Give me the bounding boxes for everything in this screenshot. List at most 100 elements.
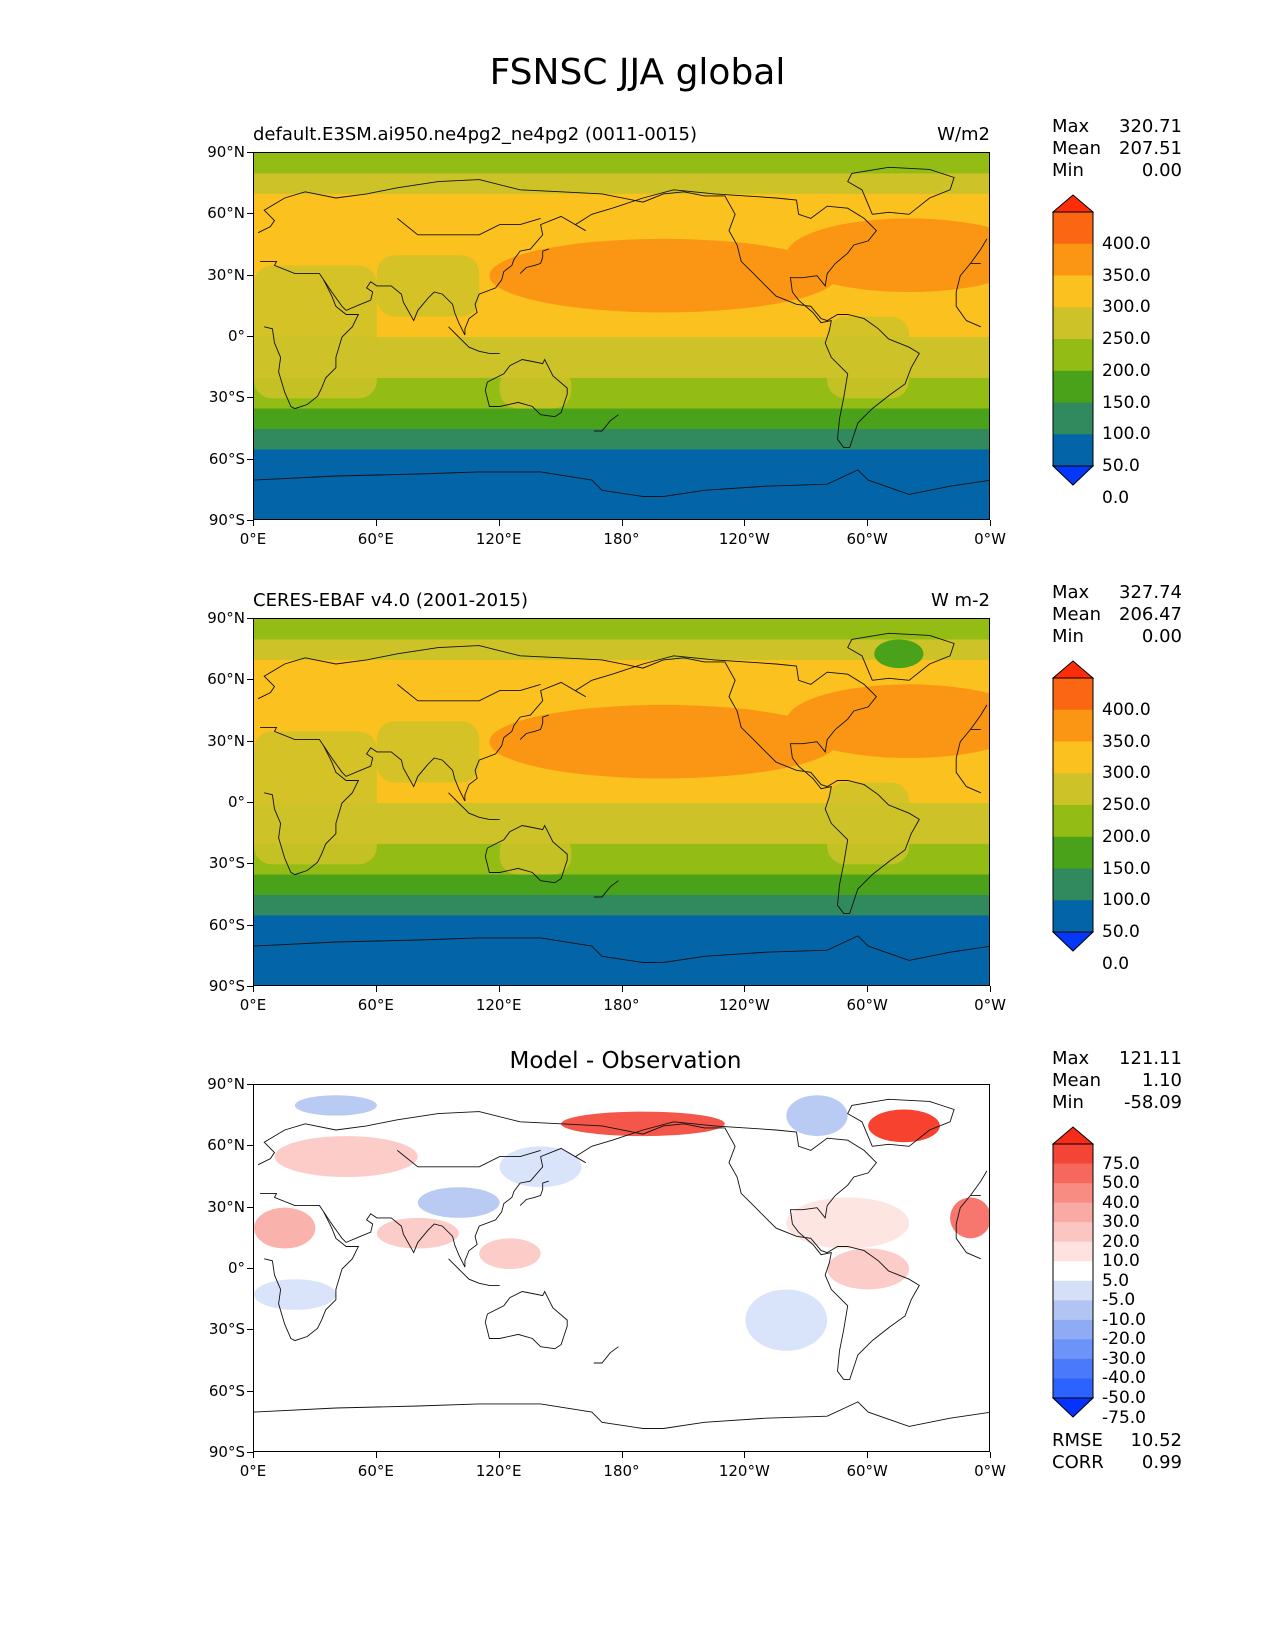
coastline: [264, 729, 981, 876]
coastline: [484, 358, 568, 418]
zonal-band: [254, 915, 989, 978]
y-tick-label: 30°S: [208, 854, 245, 873]
x-tick-label: 60°E: [357, 530, 394, 548]
colorbar-label: 30.0: [1102, 1212, 1140, 1233]
colorbar-label: 300.0: [1102, 297, 1151, 318]
colorbar-label: 5.0: [1102, 1270, 1130, 1291]
x-tick-label: 0°W: [974, 1462, 1006, 1480]
stat-label: Mean: [1052, 1070, 1102, 1091]
colorbar-segment: [1053, 678, 1093, 711]
x-tick-label: 60°W: [846, 530, 888, 548]
colorbar-label: 40.0: [1102, 1192, 1140, 1213]
x-tick-mark: [498, 1452, 500, 1458]
zonal-band: [254, 429, 989, 450]
colorbar-label: -5.0: [1102, 1290, 1136, 1311]
colorbar-label: 50.0: [1102, 922, 1140, 942]
y-tick-label: 90°S: [208, 1443, 245, 1461]
x-tick-label: 180°: [603, 996, 640, 1014]
colorbar-label: 50.0: [1102, 1173, 1140, 1194]
y-tick-label: 0°: [227, 793, 245, 811]
difference-region: [950, 1197, 989, 1239]
colorbar-segment: [1053, 741, 1093, 774]
zonal-band: [254, 153, 989, 174]
coastline: [448, 326, 500, 354]
panel-units: W m-2: [930, 590, 990, 611]
stat-label: Mean: [1052, 604, 1102, 625]
map-panel: [253, 1084, 990, 1452]
y-tick-label: 60°N: [207, 670, 245, 689]
ocean-maximum: [489, 238, 838, 313]
coastline: [593, 880, 619, 898]
colorbar-label: -10.0: [1102, 1309, 1146, 1330]
colorbar-label: 350.0: [1102, 265, 1151, 286]
difference-region: [254, 1279, 336, 1310]
coastline: [257, 1111, 988, 1380]
stats-box: Max 320.71 Mean 207.51 Min 0.00: [1052, 116, 1182, 182]
x-tick-mark: [253, 520, 254, 526]
x-tick-mark: [744, 1452, 746, 1458]
coastline: [264, 263, 981, 410]
y-tick-mark: [247, 1084, 253, 1085]
colorbar-segment: [1053, 709, 1093, 742]
y-tick-mark: [247, 458, 253, 460]
x-tick-label: 120°W: [718, 996, 770, 1014]
stats-row: Max 320.71: [1052, 116, 1182, 138]
coastline: [593, 414, 619, 432]
x-tick-mark: [253, 1452, 254, 1458]
difference-region: [376, 1217, 459, 1249]
colorbar-label: 150.0: [1102, 392, 1151, 413]
stat-value: 0.99: [1141, 1452, 1182, 1473]
colorbar-extend-min: [1052, 931, 1094, 952]
colorbar-label: 250.0: [1102, 795, 1151, 815]
x-tick-mark: [744, 520, 746, 526]
stats-row: Max 327.74: [1052, 582, 1182, 604]
land-patch: [827, 782, 910, 865]
stats-row: CORR 0.99: [1052, 1452, 1182, 1474]
stat-label: Min: [1052, 1092, 1084, 1113]
zonal-band: [254, 895, 989, 916]
colorbar-label: 200.0: [1102, 360, 1151, 381]
greenland-minimum: [874, 639, 924, 669]
coastline: [484, 824, 568, 884]
colorbar-segment: [1053, 1339, 1093, 1360]
x-tick-mark: [498, 986, 500, 992]
y-tick-label: 30°S: [208, 1320, 245, 1339]
land-patch: [376, 255, 480, 317]
stats-row: Max 121.11: [1052, 1048, 1182, 1070]
zonal-band: [254, 803, 989, 824]
panel-title: Model - Observation: [509, 1048, 742, 1074]
y-tick-mark: [247, 397, 253, 399]
x-tick-mark: [990, 520, 991, 526]
difference-region: [294, 1095, 377, 1116]
land-patch: [376, 721, 480, 783]
x-tick-label: 0°W: [974, 530, 1006, 548]
y-tick-label: 90°N: [207, 609, 245, 627]
coastline: [448, 1258, 500, 1286]
stat-value: 207.51: [1119, 138, 1182, 159]
stat-value: 327.74: [1119, 582, 1182, 603]
stat-value: 206.47: [1119, 604, 1182, 625]
colorbar: [1052, 1126, 1094, 1418]
map-panel: [253, 618, 990, 986]
y-tick-label: 0°: [227, 327, 245, 345]
zonal-band: [254, 357, 989, 379]
colorbar-segment: [1053, 434, 1093, 467]
difference-region: [417, 1187, 500, 1218]
error-stats: RMSE 10.52 CORR 0.99: [1052, 1430, 1182, 1474]
x-tick-mark: [621, 986, 623, 992]
coastline: [397, 217, 541, 236]
x-tick-label: 0°E: [239, 996, 267, 1014]
colorbar-segment: [1053, 805, 1093, 838]
coastline: [593, 1346, 619, 1364]
coastline: [254, 469, 989, 497]
zonal-band: [254, 976, 989, 985]
x-tick-mark: [867, 1452, 869, 1458]
colorbar-label: 0.0: [1102, 953, 1130, 974]
x-tick-mark: [990, 1452, 991, 1458]
coastline: [519, 714, 549, 740]
y-tick-mark: [247, 679, 253, 681]
x-tick-label: 0°E: [239, 530, 267, 548]
colorbar-segment: [1053, 1163, 1093, 1184]
difference-region: [254, 1207, 316, 1249]
x-tick-mark: [375, 1452, 377, 1458]
